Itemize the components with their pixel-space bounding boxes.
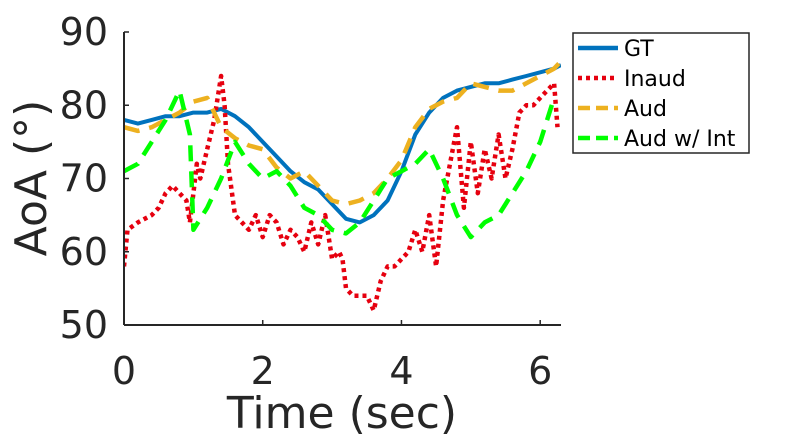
x-tick-label: 2 [251, 349, 275, 393]
legend-label-1: GT [624, 37, 654, 62]
x-tick-label: 0 [112, 349, 136, 393]
y-tick-label: 50 [60, 303, 108, 347]
series-line-4 [124, 88, 557, 240]
y-tick-label: 80 [60, 83, 108, 127]
y-axis-label: AoA (°) [6, 100, 57, 257]
x-ticks: 0 2 4 6 [112, 320, 552, 393]
y-tick-label: 60 [60, 230, 108, 274]
x-tick-label: 6 [528, 349, 552, 393]
y-tick-label: 70 [60, 157, 108, 201]
series-line-1 [124, 63, 561, 225]
legend: GT Inaud Aud Aud w/ Int [572, 32, 750, 154]
series-line-2 [124, 73, 560, 313]
legend-label-4: Aud w/ Int [624, 127, 736, 152]
legend-label-3: Aud [624, 97, 667, 122]
legend-label-2: Inaud [624, 67, 686, 92]
y-tick-label: 90 [60, 10, 108, 54]
y-ticks: 50 60 70 80 90 [60, 10, 129, 347]
x-tick-label: 4 [389, 349, 413, 393]
legend-box [572, 32, 750, 154]
x-axis-label: Time (sec) [226, 388, 457, 439]
series-layer [124, 59, 561, 313]
series-line-3 [124, 59, 561, 207]
